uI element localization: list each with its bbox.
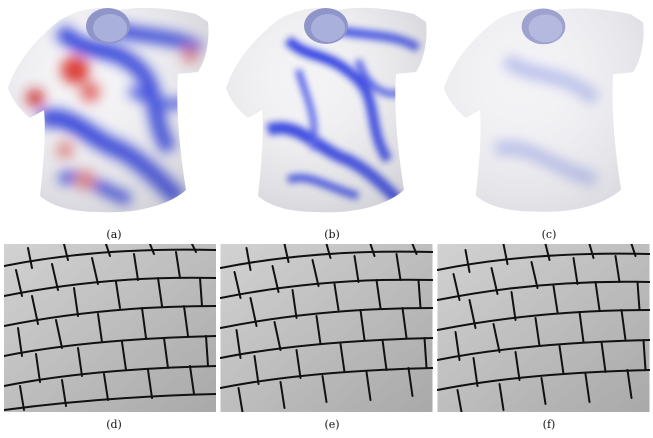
panel-c-shirt-low-stress <box>436 0 653 222</box>
shirt-b-image <box>226 7 427 213</box>
panel-f-tile-mesh <box>437 244 650 412</box>
tile-mesh-e-image <box>220 244 433 412</box>
tile-mesh-d-image <box>4 244 216 412</box>
shirt-c-image <box>443 8 644 212</box>
panel-e-tile-mesh <box>220 244 433 412</box>
caption-c: (c) <box>541 228 557 241</box>
tile-mesh-f-image <box>437 244 650 412</box>
panel-a-shirt-high-stress <box>0 0 218 222</box>
caption-a: (a) <box>106 228 122 241</box>
panel-d-tile-mesh <box>4 244 216 412</box>
shirt-a-image <box>8 7 209 213</box>
caption-d: (d) <box>106 418 122 431</box>
caption-b: (b) <box>324 228 340 241</box>
caption-e: (e) <box>324 418 340 431</box>
panel-b-shirt-medium-stress <box>218 0 436 222</box>
caption-f: (f) <box>542 418 556 431</box>
